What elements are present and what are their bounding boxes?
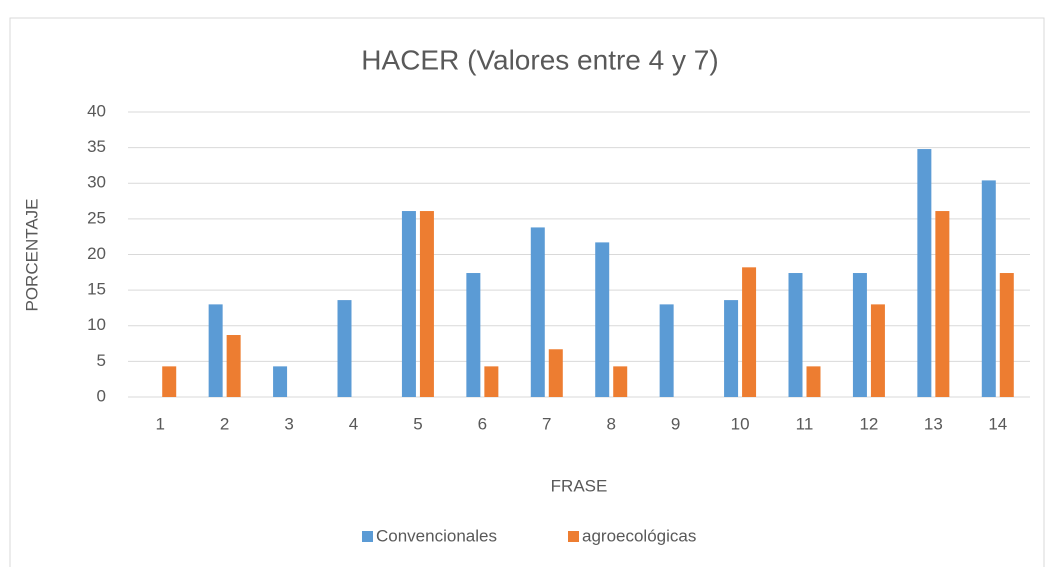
y-tick-label: 10 bbox=[87, 315, 106, 334]
bar bbox=[273, 366, 288, 397]
bar bbox=[788, 273, 803, 397]
y-tick-label: 0 bbox=[97, 386, 106, 405]
bar bbox=[981, 180, 996, 397]
x-tick-label: 6 bbox=[478, 414, 487, 433]
bar bbox=[401, 211, 416, 397]
y-tick-label: 20 bbox=[87, 244, 106, 263]
chart-title: HACER (Valores entre 4 y 7) bbox=[361, 44, 718, 75]
bar bbox=[530, 227, 545, 397]
y-tick-label: 15 bbox=[87, 280, 106, 299]
bar bbox=[484, 366, 499, 397]
legend-swatch bbox=[568, 531, 579, 542]
y-axis-label: PORCENTAJE bbox=[22, 198, 41, 311]
y-tick-label: 30 bbox=[87, 173, 106, 192]
bar bbox=[852, 273, 867, 397]
x-tick-label: 1 bbox=[155, 414, 164, 433]
bar bbox=[999, 273, 1014, 397]
bar bbox=[419, 211, 434, 397]
bar bbox=[806, 366, 821, 397]
y-tick-label: 35 bbox=[87, 137, 106, 156]
bar bbox=[466, 273, 481, 397]
x-tick-label: 10 bbox=[731, 414, 750, 433]
bar bbox=[917, 149, 932, 397]
x-tick-label: 13 bbox=[924, 414, 943, 433]
bar bbox=[595, 242, 610, 397]
x-tick-label: 14 bbox=[988, 414, 1007, 433]
bar bbox=[724, 300, 739, 397]
x-tick-label: 7 bbox=[542, 414, 551, 433]
bar bbox=[548, 349, 563, 397]
x-tick-label: 9 bbox=[671, 414, 680, 433]
x-tick-label: 5 bbox=[413, 414, 422, 433]
y-tick-label: 5 bbox=[97, 351, 106, 370]
x-axis-label: FRASE bbox=[551, 476, 608, 495]
bar bbox=[742, 267, 757, 397]
x-tick-label: 12 bbox=[859, 414, 878, 433]
x-tick-label: 11 bbox=[796, 414, 814, 433]
legend-swatch bbox=[362, 531, 373, 542]
y-tick-label: 25 bbox=[87, 208, 106, 227]
x-tick-label: 3 bbox=[284, 414, 293, 433]
chart-frame bbox=[9, 17, 1045, 567]
x-tick-label: 8 bbox=[606, 414, 615, 433]
bar bbox=[935, 211, 950, 397]
bar bbox=[659, 304, 674, 397]
x-tick-label: 4 bbox=[349, 414, 358, 433]
bar bbox=[226, 335, 241, 397]
x-tick-label: 2 bbox=[220, 414, 229, 433]
bar bbox=[208, 304, 223, 397]
bar bbox=[870, 304, 885, 397]
legend-label: Convencionales bbox=[376, 526, 497, 545]
legend-label: agroecológicas bbox=[582, 526, 696, 545]
y-tick-label: 40 bbox=[87, 101, 106, 120]
bar bbox=[162, 366, 177, 397]
bar bbox=[337, 300, 352, 397]
bar bbox=[613, 366, 628, 397]
